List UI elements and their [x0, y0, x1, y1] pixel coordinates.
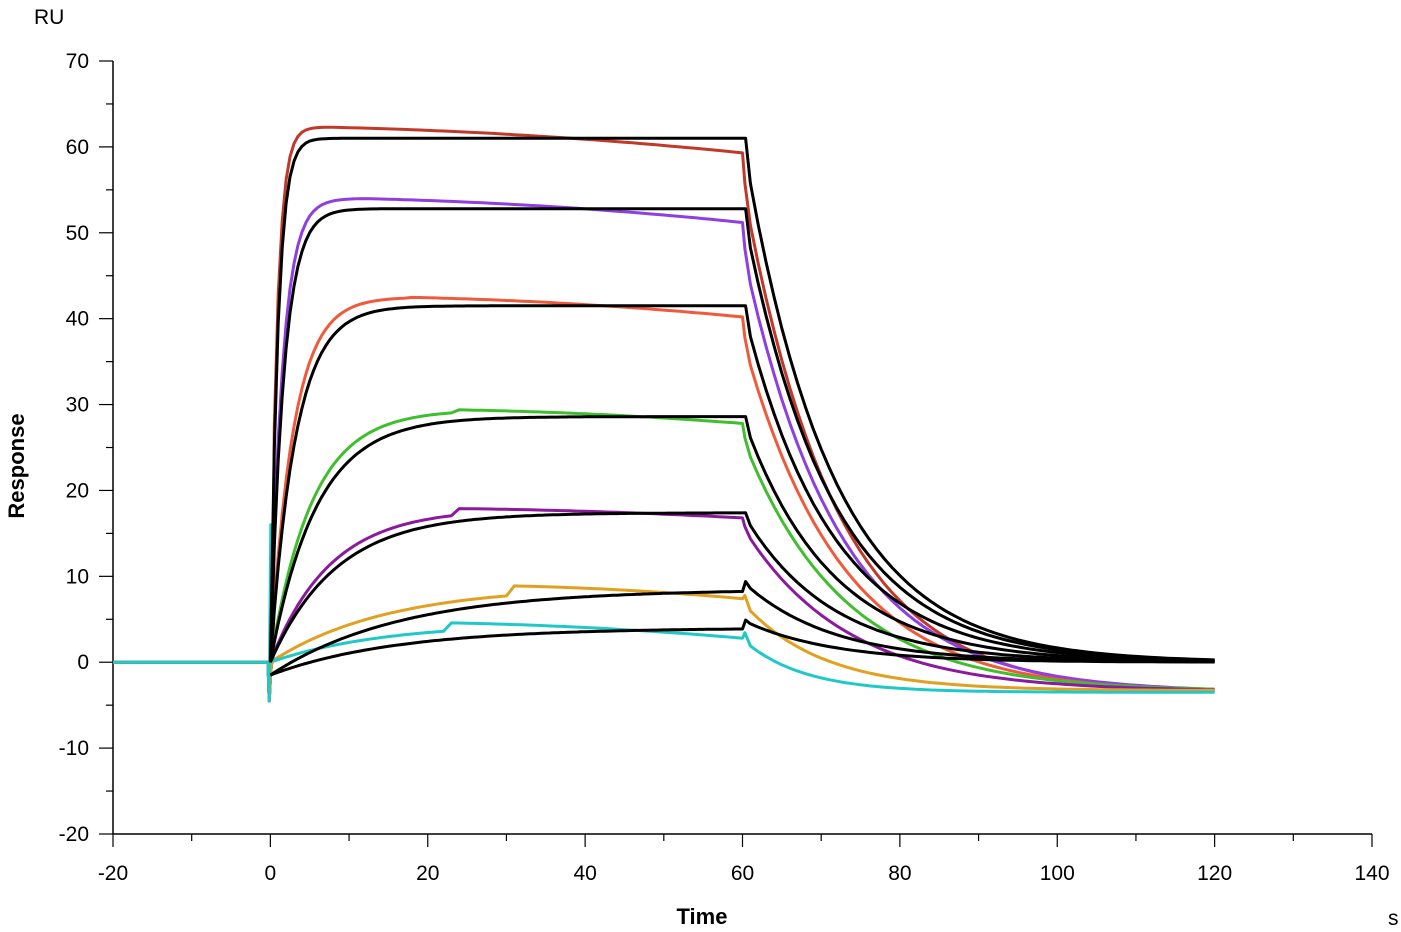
measured-trace — [113, 507, 1215, 703]
data-traces — [113, 125, 1215, 703]
x-axis-title: Time — [677, 904, 728, 929]
x-tick-label: 140 — [1354, 862, 1389, 885]
y-tick-label: 70 — [66, 50, 89, 73]
fit-curves — [268, 136, 1215, 677]
x-tick-label: -20 — [98, 862, 128, 885]
y-tick-label: 30 — [66, 394, 89, 417]
measured-trace — [113, 584, 1215, 703]
y-axis-title: Response — [4, 413, 29, 518]
fit-curve — [269, 580, 1215, 677]
fit-curve — [268, 136, 1215, 663]
x-unit-label: s — [1388, 907, 1399, 930]
x-tick-label: 60 — [731, 862, 754, 885]
fit-curve — [269, 618, 1215, 677]
y-tick-label: 60 — [66, 136, 89, 159]
measured-trace — [113, 197, 1215, 703]
x-tick-label: 100 — [1040, 862, 1075, 885]
fit-curve — [268, 304, 1215, 663]
y-tick-label: -20 — [59, 823, 89, 846]
x-tick-label: 120 — [1197, 862, 1232, 885]
x-tick-label: 20 — [416, 862, 439, 885]
y-tick-label: 20 — [66, 479, 89, 502]
y-tick-label: 10 — [66, 565, 89, 588]
fit-curve — [269, 511, 1215, 663]
fit-curve — [268, 415, 1215, 663]
measured-trace — [113, 523, 1215, 703]
y-tick-label: -10 — [59, 737, 89, 760]
y-tick-label: 40 — [66, 308, 89, 331]
fit-curve — [268, 207, 1215, 663]
x-tick-label: 0 — [265, 862, 277, 885]
x-tick-label: 80 — [888, 862, 911, 885]
y-tick-label: 50 — [66, 222, 89, 245]
x-tick-label: 40 — [573, 862, 596, 885]
y-tick-label: 0 — [77, 651, 89, 674]
y-unit-label: RU — [34, 6, 64, 29]
measured-trace — [113, 408, 1215, 703]
axes: -20 -10 0 10 20 30 40 50 60 70 -20 0 20 40 60 80 100 120 1… — [59, 50, 1390, 885]
